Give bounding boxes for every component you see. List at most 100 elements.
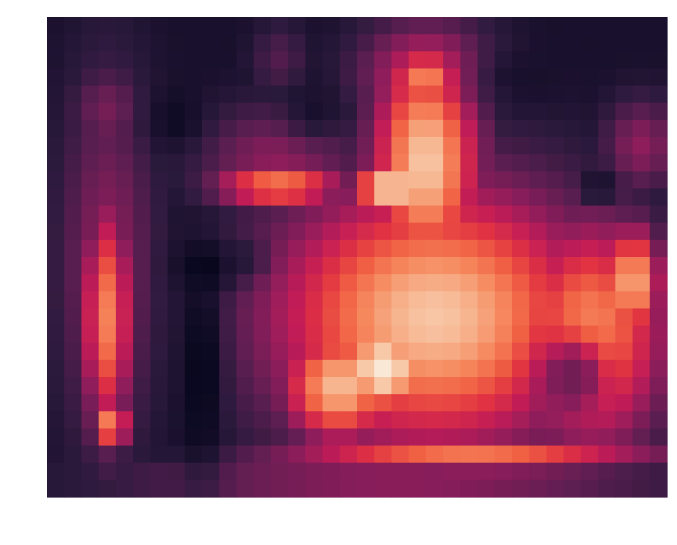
- heatmap-cell: [649, 222, 668, 241]
- heatmap-cell: [133, 428, 151, 447]
- heatmap-cell: [598, 119, 616, 138]
- heatmap-cell: [98, 394, 117, 412]
- heatmap-cell: [270, 325, 289, 344]
- heatmap-cell: [374, 359, 393, 378]
- heatmap-cell: [115, 308, 134, 327]
- heatmap-cell: [81, 257, 100, 275]
- heatmap-cell: [374, 274, 393, 292]
- heatmap-cell: [322, 257, 341, 275]
- heatmap-cell: [184, 445, 203, 464]
- heatmap-cell: [219, 394, 238, 412]
- heatmap-cell: [374, 239, 393, 258]
- heatmap-cell: [443, 308, 461, 327]
- heatmap-cell: [494, 205, 513, 224]
- heatmap-cell: [374, 428, 393, 447]
- heatmap-cell: [253, 359, 272, 378]
- heatmap-cell: [98, 222, 117, 241]
- heatmap-cell: [443, 85, 461, 104]
- heatmap-cell: [408, 428, 427, 447]
- heatmap-cell: [202, 428, 220, 447]
- heatmap-cell: [288, 342, 306, 361]
- heatmap-cell: [529, 205, 548, 224]
- heatmap-cell: [270, 462, 289, 481]
- heatmap-cell: [219, 325, 238, 344]
- heatmap-cell: [133, 222, 151, 241]
- heatmap-cell: [64, 411, 83, 430]
- heatmap-cell: [150, 445, 169, 464]
- heatmap-cell: [649, 428, 668, 447]
- heatmap-cell: [184, 85, 203, 104]
- heatmap-cell: [374, 222, 393, 241]
- heatmap-cell: [305, 119, 324, 138]
- heatmap-cell: [649, 205, 668, 224]
- heatmap-cell: [649, 359, 668, 378]
- heatmap-cell: [529, 257, 548, 275]
- heatmap-cell: [477, 34, 496, 52]
- heatmap-cell: [563, 394, 582, 412]
- heatmap-cell: [512, 257, 530, 275]
- heatmap-cell: [47, 411, 65, 430]
- heatmap-cell: [64, 308, 83, 327]
- heatmap-cell: [580, 394, 599, 412]
- heatmap-cell: [305, 359, 324, 378]
- heatmap-cell: [580, 171, 599, 190]
- heatmap-cell: [425, 154, 444, 172]
- heatmap-cell: [219, 222, 238, 241]
- heatmap-cell: [649, 239, 668, 258]
- heatmap-cell: [408, 411, 427, 430]
- heatmap-cell: [460, 462, 479, 481]
- heatmap-cell: [98, 359, 117, 378]
- heatmap-cell: [615, 239, 634, 258]
- heatmap-cell: [443, 291, 461, 310]
- heatmap-cell: [288, 479, 306, 498]
- heatmap-cell: [632, 205, 651, 224]
- heatmap-cell: [460, 274, 479, 292]
- heatmap-cell: [305, 377, 324, 395]
- heatmap-cell: [81, 51, 100, 70]
- heatmap-cell: [512, 154, 530, 172]
- heatmap-cell: [167, 85, 186, 104]
- heatmap-cell: [98, 308, 117, 327]
- heatmap-cell: [615, 274, 634, 292]
- heatmap-cell: [649, 274, 668, 292]
- heatmap-cell: [253, 51, 272, 70]
- heatmap-cell: [649, 51, 668, 70]
- heatmap-cell: [494, 308, 513, 327]
- heatmap-cell: [270, 137, 289, 155]
- heatmap-cell: [357, 325, 375, 344]
- heatmap-cell: [64, 137, 83, 155]
- heatmap-cell: [322, 308, 341, 327]
- heatmap-cell: [339, 342, 358, 361]
- heatmap-cell: [391, 308, 410, 327]
- heatmap-cell: [615, 154, 634, 172]
- heatmap-cell: [167, 445, 186, 464]
- heatmap-cell: [357, 239, 375, 258]
- heatmap-cell: [563, 102, 582, 121]
- heatmap-cell: [580, 17, 599, 35]
- heatmap-cell: [288, 274, 306, 292]
- heatmap-cell: [615, 17, 634, 35]
- heatmap-cell: [133, 291, 151, 310]
- heatmap-cell: [580, 137, 599, 155]
- heatmap-cell: [443, 479, 461, 498]
- heatmap-cell: [150, 462, 169, 481]
- heatmap-cell: [598, 308, 616, 327]
- heatmap-cell: [305, 205, 324, 224]
- heatmap-cell: [598, 325, 616, 344]
- heatmap-cell: [236, 308, 255, 327]
- heatmap-cell: [133, 17, 151, 35]
- heatmap-cell: [133, 394, 151, 412]
- heatmap-cell: [494, 17, 513, 35]
- heatmap-cell: [133, 188, 151, 207]
- heatmap-cell: [529, 102, 548, 121]
- heatmap-cell: [253, 102, 272, 121]
- heatmap-cell: [425, 325, 444, 344]
- heatmap-cell: [563, 51, 582, 70]
- heatmap-cell: [425, 462, 444, 481]
- heatmap-cell: [236, 222, 255, 241]
- heatmap-cell: [150, 411, 169, 430]
- heatmap-cell: [202, 377, 220, 395]
- heatmap-cell: [339, 154, 358, 172]
- heatmap-cell: [167, 17, 186, 35]
- heatmap-cell: [81, 308, 100, 327]
